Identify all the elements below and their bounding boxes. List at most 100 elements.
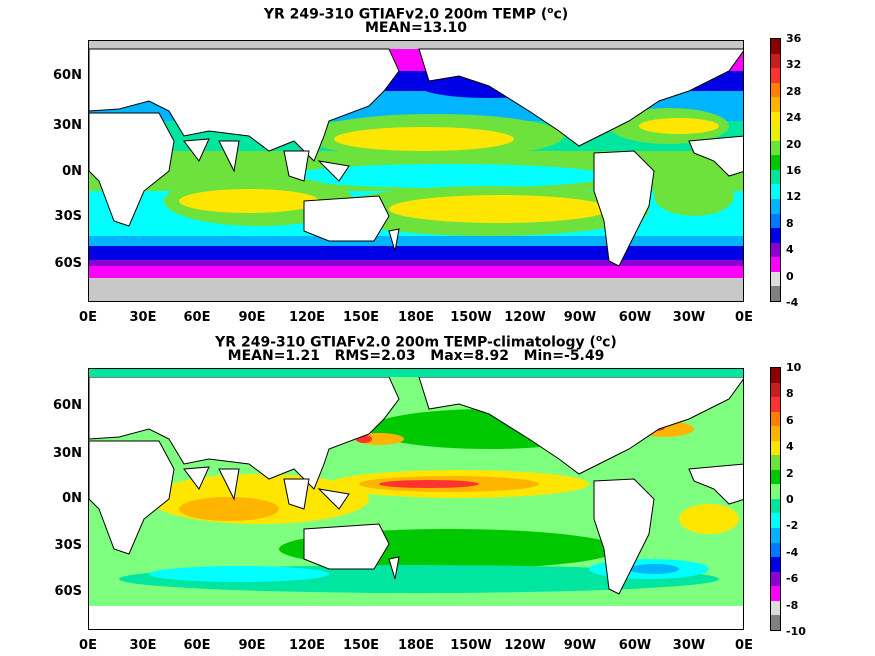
lon-label: 30E: [129, 310, 157, 325]
lon-label: 60W: [618, 310, 652, 325]
lon-label: 180E: [397, 638, 435, 653]
colorbar-tick-label: 0: [786, 269, 794, 283]
top-colorbar: [770, 38, 781, 302]
lon-label: 150W: [450, 638, 492, 653]
colorbar-swatch: [771, 600, 780, 616]
colorbar-tick-label: 36: [786, 32, 802, 45]
lon-label: 180E: [397, 310, 435, 325]
colorbar-swatch: [771, 498, 780, 514]
colorbar-tick-label: 8: [786, 216, 794, 230]
colorbar-swatch: [771, 257, 780, 272]
top-map-title: YR 249-310 GTIAFv2.0 200m TEMP (oc): [263, 6, 569, 23]
colorbar-tick-label: 20: [786, 137, 802, 151]
bottom-map-plot: [88, 368, 744, 630]
colorbar-swatch: [771, 440, 780, 456]
colorbar-swatch: [771, 97, 780, 112]
colorbar-tick-label: 4: [786, 243, 794, 257]
colorbar-swatch: [771, 382, 780, 398]
colorbar-swatch: [771, 228, 780, 243]
colorbar-tick-label: 10: [786, 361, 802, 374]
lon-label: 90W: [563, 310, 597, 325]
lon-label: 0E: [735, 638, 753, 653]
colorbar-swatch: [771, 469, 780, 485]
colorbar-tick-label: -6: [786, 572, 799, 586]
lon-label: 150E: [342, 310, 380, 325]
colorbar-tick-label: 32: [786, 58, 802, 72]
colorbar-swatch: [771, 615, 780, 630]
lat-label: 60S: [54, 584, 82, 599]
colorbar-tick-label: 24: [786, 111, 802, 125]
colorbar-swatch: [771, 111, 780, 127]
lon-label: 60E: [183, 310, 211, 325]
colorbar-swatch: [771, 169, 780, 185]
lon-label: 90E: [238, 638, 266, 653]
colorbar-swatch: [771, 528, 780, 543]
lon-label: 150W: [450, 310, 492, 325]
bottom-colorbar: [770, 367, 781, 631]
lon-label: 60W: [618, 638, 652, 653]
lon-label: 0E: [735, 310, 753, 325]
bottom-anomaly-field: [89, 369, 743, 629]
lon-label: 90W: [563, 638, 597, 653]
lon-label: 30W: [672, 638, 706, 653]
colorbar-swatch: [771, 39, 780, 54]
colorbar-swatch: [771, 82, 780, 98]
lon-label: 0E: [79, 638, 97, 653]
lon-label: 90E: [238, 310, 266, 325]
colorbar-swatch: [771, 411, 780, 427]
lat-label: 0N: [62, 491, 82, 506]
lon-label: 0E: [79, 310, 97, 325]
lat-label: 60S: [54, 256, 82, 271]
top-map-mean: MEAN=13.10: [364, 20, 468, 36]
colorbar-swatch: [771, 557, 780, 572]
bottom-map-title: YR 249-310 GTIAFv2.0 200m TEMP-climatolo…: [215, 334, 617, 351]
colorbar-tick-label: -2: [786, 519, 799, 533]
colorbar-swatch: [771, 368, 780, 383]
colorbar-tick-label: 16: [786, 164, 802, 177]
colorbar-swatch: [771, 397, 780, 412]
top-temperature-field: [89, 41, 743, 301]
colorbar-swatch: [771, 542, 780, 558]
colorbar-swatch: [771, 242, 780, 258]
colorbar-swatch: [771, 126, 780, 141]
colorbar-swatch: [771, 286, 780, 301]
lat-label: 60N: [53, 398, 82, 413]
colorbar-swatch: [771, 571, 780, 587]
lon-label: 60E: [183, 638, 211, 653]
colorbar-swatch: [771, 213, 780, 229]
colorbar-swatch: [771, 68, 780, 83]
colorbar-swatch: [771, 271, 780, 287]
colorbar-tick-label: -10: [786, 625, 806, 638]
colorbar-tick-label: -8: [786, 598, 799, 612]
colorbar-tick-label: -4: [786, 296, 799, 309]
colorbar-swatch: [771, 199, 780, 214]
lat-label: 30S: [54, 209, 82, 224]
colorbar-swatch: [771, 140, 780, 156]
lat-label: 30S: [54, 538, 82, 553]
colorbar-tick-label: 4: [786, 440, 794, 454]
colorbar-swatch: [771, 426, 780, 441]
lon-label: 30E: [129, 638, 157, 653]
lat-label: 30N: [53, 118, 82, 133]
top-map-plot: [88, 40, 744, 302]
colorbar-tick-label: 12: [786, 190, 802, 204]
lon-label: 30W: [672, 310, 706, 325]
colorbar-tick-label: 2: [786, 466, 794, 480]
colorbar-tick-label: 6: [786, 413, 794, 427]
colorbar-swatch: [771, 53, 780, 69]
colorbar-swatch: [771, 586, 780, 601]
colorbar-swatch: [771, 484, 780, 499]
colorbar-tick-label: 28: [786, 84, 802, 98]
colorbar-swatch: [771, 513, 780, 529]
lon-label: 150E: [342, 638, 380, 653]
colorbar-tick-label: -4: [786, 545, 799, 559]
colorbar-tick-label: 0: [786, 493, 794, 506]
colorbar-swatch: [771, 184, 780, 200]
colorbar-swatch: [771, 155, 780, 170]
lat-label: 0N: [62, 164, 82, 179]
colorbar-tick-label: 8: [786, 387, 794, 401]
lat-label: 60N: [53, 68, 82, 83]
lon-label: 120W: [504, 638, 546, 653]
bottom-map-stats: MEAN=1.21 RMS=2.03 Max=8.92 Min=-5.49: [227, 348, 605, 364]
lat-label: 30N: [53, 446, 82, 461]
